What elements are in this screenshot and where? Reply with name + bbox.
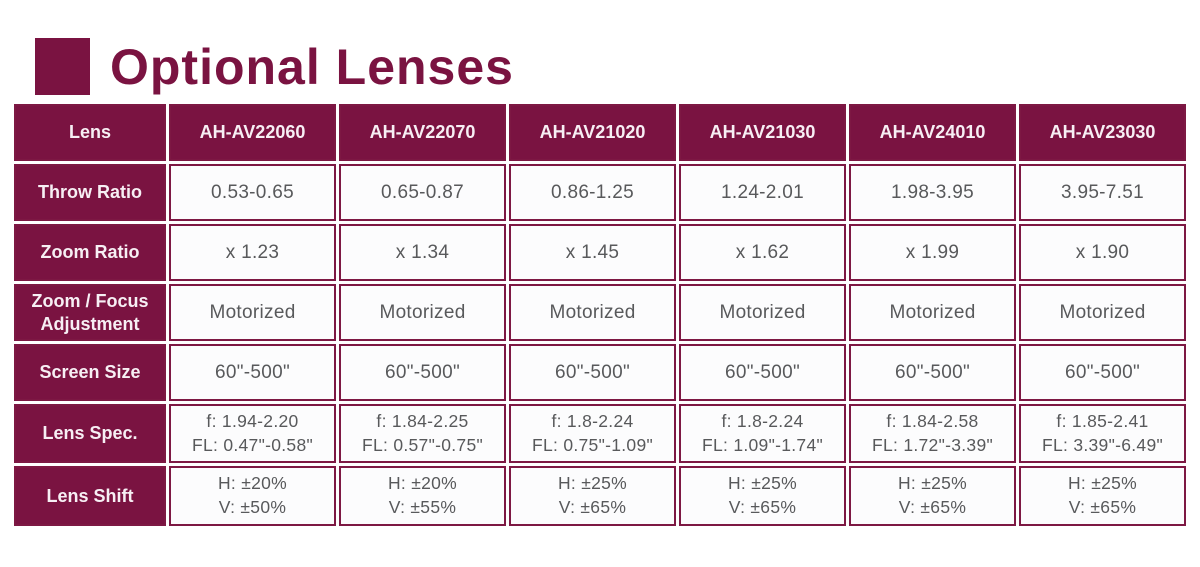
table-cell: 3.95-7.51 — [1019, 164, 1186, 221]
table-cell-line: H: ±20% — [217, 473, 288, 494]
table-cell: Motorized — [849, 284, 1016, 341]
row-label: Lens Shift — [14, 466, 166, 526]
title-row: Optional Lenses — [35, 38, 514, 95]
row-label: Throw Ratio — [14, 164, 166, 221]
table-cell: H: ±25% V: ±65% — [849, 466, 1016, 526]
table-cell: 0.86-1.25 — [509, 164, 676, 221]
table-cell-line: V: ±65% — [558, 496, 627, 517]
row-label: Lens Spec. — [14, 404, 166, 464]
table-cell: f: 1.8-2.24 FL: 1.09"-1.74" — [679, 404, 846, 464]
table-cell-line: H: ±25% — [897, 473, 968, 494]
table-cell-line: FL: 0.75"-1.09" — [531, 434, 654, 455]
table-cell: Motorized — [169, 284, 336, 341]
table-cell-line: f: 1.85-2.41 — [1056, 411, 1149, 431]
column-header-ah-av22070: AH-AV22070 — [339, 104, 506, 161]
table-cell-line: FL: 1.09"-1.74" — [701, 434, 824, 455]
table-row: Zoom / Focus Adjustment Motorized Motorize… — [14, 284, 1186, 341]
table-cell: 0.53-0.65 — [169, 164, 336, 221]
table-cell: 60"-500" — [169, 344, 336, 401]
column-header-ah-av22060: AH-AV22060 — [169, 104, 336, 161]
table-cell: f: 1.84-2.58 FL: 1.72"-3.39" — [849, 404, 1016, 464]
table-cell-line: V: ±55% — [388, 496, 457, 517]
table-cell: H: ±20% V: ±55% — [339, 466, 506, 526]
row-label: Screen Size — [14, 344, 166, 401]
column-header-ah-av23030: AH-AV23030 — [1019, 104, 1186, 161]
table-cell: f: 1.84-2.25 FL: 0.57"-0.75" — [339, 404, 506, 464]
table-cell: H: ±25% V: ±65% — [509, 466, 676, 526]
table-cell: Motorized — [679, 284, 846, 341]
table-cell: x 1.99 — [849, 224, 1016, 281]
table-row: Lens Shift H: ±20% V: ±50% H: ±20% V: ±55% H:… — [14, 466, 1186, 526]
table-cell-line: H: ±20% — [387, 473, 458, 494]
table-cell-line: FL: 0.57"-0.75" — [361, 434, 484, 455]
title-bullet-square-icon — [35, 38, 90, 95]
table-cell: 60"-500" — [1019, 344, 1186, 401]
table-cell-line: V: ±65% — [898, 496, 967, 517]
table-cell: x 1.34 — [339, 224, 506, 281]
table-row: Lens Spec. f: 1.94-2.20 FL: 0.47"-0.58" f: … — [14, 404, 1186, 464]
table-cell: 60"-500" — [849, 344, 1016, 401]
table-cell-line: H: ±25% — [1067, 473, 1138, 494]
table-cell: 60"-500" — [679, 344, 846, 401]
table-cell: Motorized — [339, 284, 506, 341]
table-cell-line: H: ±25% — [727, 473, 798, 494]
table-cell-line: H: ±25% — [557, 473, 628, 494]
table-cell-line: V: ±65% — [1068, 496, 1137, 517]
table-cell: H: ±25% V: ±65% — [1019, 466, 1186, 526]
table-cell: f: 1.94-2.20 FL: 0.47"-0.58" — [169, 404, 336, 464]
table-cell-line: FL: 0.47"-0.58" — [191, 434, 314, 455]
table-cell-line: V: ±65% — [728, 496, 797, 517]
table-cell: x 1.90 — [1019, 224, 1186, 281]
table-cell: x 1.45 — [509, 224, 676, 281]
table-cell-line: V: ±50% — [218, 496, 287, 517]
table-cell-line: FL: 3.39"-6.49" — [1041, 434, 1164, 455]
table-cell: x 1.23 — [169, 224, 336, 281]
table-cell: f: 1.85-2.41 FL: 3.39"-6.49" — [1019, 404, 1186, 464]
column-header-ah-av21030: AH-AV21030 — [679, 104, 846, 161]
optional-lenses-table: Lens AH-AV22060 AH-AV22070 AH-AV21020 AH-AV2… — [11, 101, 1189, 529]
page-title: Optional Lenses — [110, 38, 514, 95]
table-cell-line: f: 1.94-2.20 — [206, 411, 299, 431]
table-cell: f: 1.8-2.24 FL: 0.75"-1.09" — [509, 404, 676, 464]
table-cell: Motorized — [509, 284, 676, 341]
table-cell-line: f: 1.8-2.24 — [721, 411, 804, 431]
row-label: Zoom Ratio — [14, 224, 166, 281]
table-cell: 0.65-0.87 — [339, 164, 506, 221]
table-row: Throw Ratio 0.53-0.65 0.65-0.87 0.86-1.25 1.… — [14, 164, 1186, 221]
table-cell: 60"-500" — [509, 344, 676, 401]
table-row: Screen Size 60"-500" 60"-500" 60"-500" 60"-5… — [14, 344, 1186, 401]
table-cell: x 1.62 — [679, 224, 846, 281]
table-cell: Motorized — [1019, 284, 1186, 341]
table-header-row: Lens AH-AV22060 AH-AV22070 AH-AV21020 AH-AV2… — [14, 104, 1186, 161]
table-cell-line: f: 1.8-2.24 — [551, 411, 634, 431]
row-label: Zoom / Focus Adjustment — [14, 284, 166, 341]
table-cell-line: f: 1.84-2.25 — [376, 411, 469, 431]
table-cell-line: FL: 1.72"-3.39" — [871, 434, 994, 455]
table-cell: H: ±25% V: ±65% — [679, 466, 846, 526]
table-cell: 60"-500" — [339, 344, 506, 401]
column-header-ah-av21020: AH-AV21020 — [509, 104, 676, 161]
table-cell: H: ±20% V: ±50% — [169, 466, 336, 526]
corner-header-lens: Lens — [14, 104, 166, 161]
table-cell: 1.24-2.01 — [679, 164, 846, 221]
table-row: Zoom Ratio x 1.23 x 1.34 x 1.45 x 1.62 x 1.99… — [14, 224, 1186, 281]
column-header-ah-av24010: AH-AV24010 — [849, 104, 1016, 161]
table-cell-line: f: 1.84-2.58 — [886, 411, 979, 431]
table-cell: 1.98-3.95 — [849, 164, 1016, 221]
